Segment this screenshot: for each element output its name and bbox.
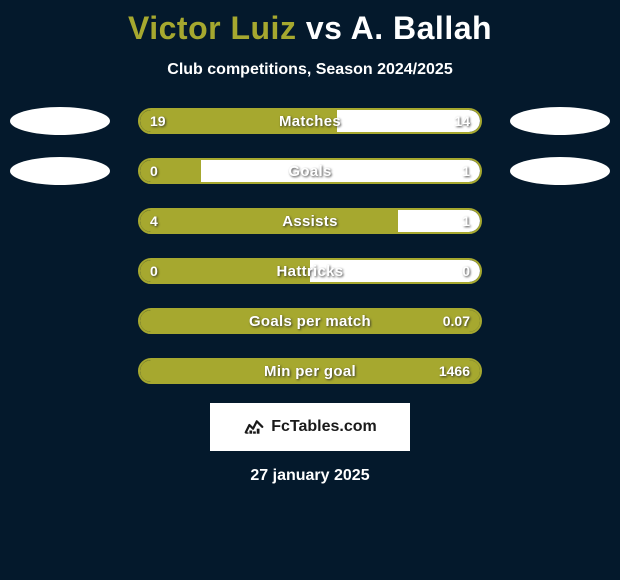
stat-row: Min per goal1466 [0,357,620,385]
vs-text: vs [306,10,343,46]
team-badge-right [510,157,610,185]
branding-badge[interactable]: FcTables.com [210,403,410,451]
chart-icon [243,414,265,441]
stat-value-right: 1466 [439,363,470,379]
stat-label: Min per goal [140,363,480,380]
team-badge-left [10,107,110,135]
date-text: 27 january 2025 [250,467,369,485]
team-badge-right [510,107,610,135]
stat-bar: 4Assists1 [138,208,482,234]
subtitle: Club competitions, Season 2024/2025 [167,61,452,79]
stat-label: Matches [140,113,480,130]
stat-bar: 0Hattricks0 [138,258,482,284]
branding-text: FcTables.com [271,418,377,436]
stat-value-right: 1 [462,213,470,229]
stat-label: Goals [140,163,480,180]
stat-value-right: 0.07 [443,313,470,329]
stat-bar: 0Goals1 [138,158,482,184]
stat-row: 0Goals1 [0,157,620,185]
stat-value-right: 0 [462,263,470,279]
stat-label: Assists [140,213,480,230]
stat-bar: 19Matches14 [138,108,482,134]
comparison-card: Victor Luiz vs A. Ballah Club competitio… [0,0,620,485]
stat-bar: Min per goal1466 [138,358,482,384]
comparison-title: Victor Luiz vs A. Ballah [128,10,492,47]
stat-value-right: 14 [454,113,470,129]
stat-label: Hattricks [140,263,480,280]
stat-value-right: 1 [462,163,470,179]
player1-name: Victor Luiz [128,10,296,46]
team-badge-left [10,157,110,185]
stat-rows: 19Matches140Goals14Assists10Hattricks0Go… [0,107,620,385]
stat-row: 0Hattricks0 [0,257,620,285]
stat-row: 19Matches14 [0,107,620,135]
player2-name: A. Ballah [351,10,492,46]
stat-bar: Goals per match0.07 [138,308,482,334]
stat-row: Goals per match0.07 [0,307,620,335]
stat-row: 4Assists1 [0,207,620,235]
stat-label: Goals per match [140,313,480,330]
